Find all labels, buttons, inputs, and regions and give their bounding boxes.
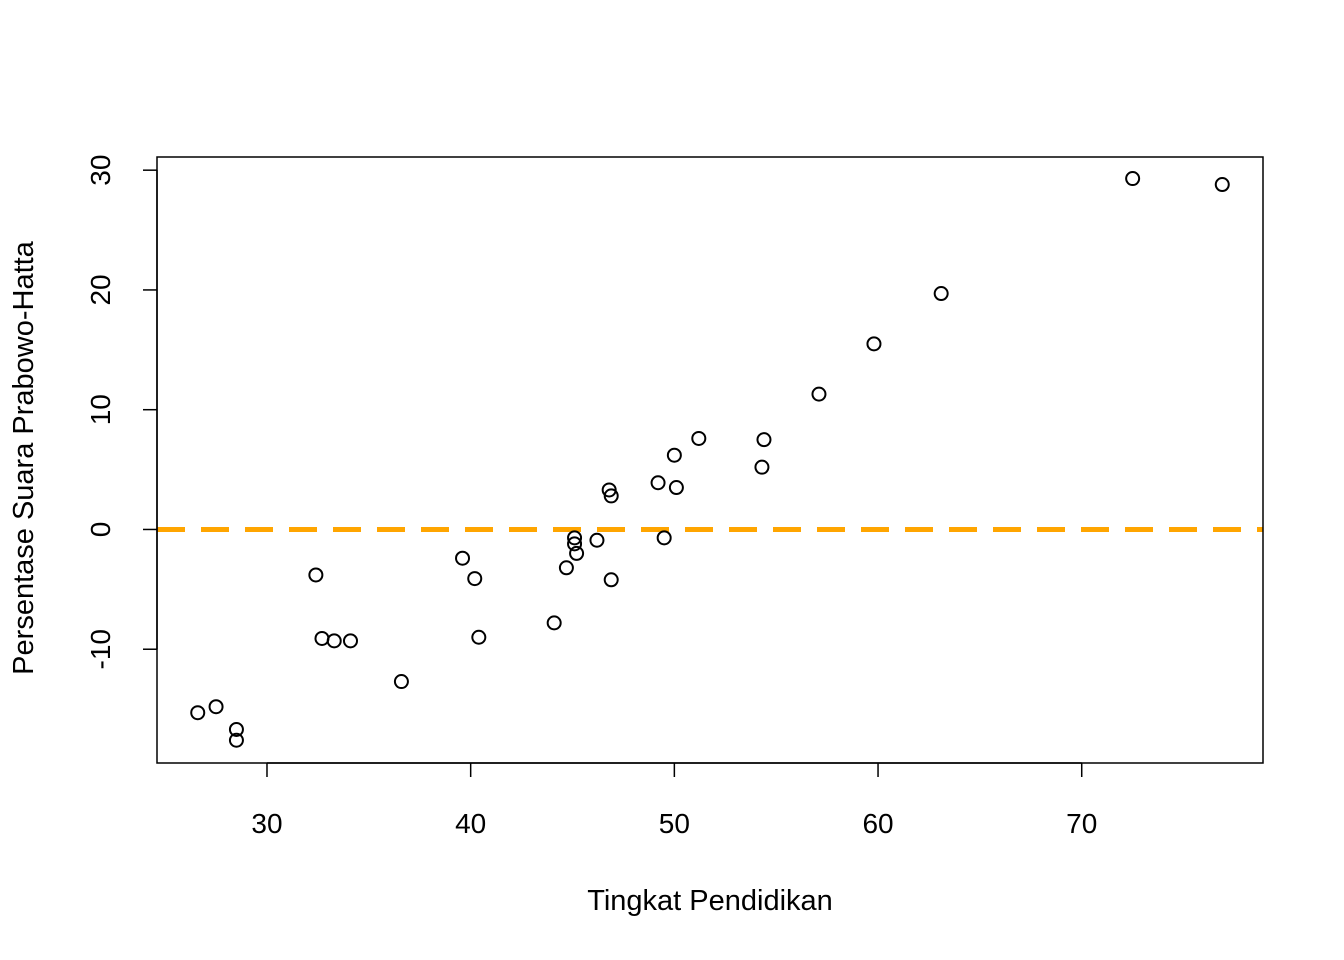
x-axis-title: Tingkat Pendidikan — [587, 885, 833, 917]
data-point — [455, 550, 471, 566]
y-tick-label: 30 — [85, 155, 116, 186]
data-point — [228, 732, 244, 748]
y-axis: -10 0 10 20 30 — [85, 155, 158, 669]
y-tick-label: 10 — [85, 394, 116, 425]
data-points — [190, 171, 1230, 748]
data-point — [467, 571, 483, 587]
data-point — [208, 699, 224, 715]
data-point — [603, 572, 619, 588]
data-point — [691, 430, 707, 446]
data-point — [471, 629, 487, 645]
x-tick-label: 30 — [251, 808, 282, 839]
data-point — [811, 386, 827, 402]
x-tick-label: 60 — [862, 808, 893, 839]
data-point — [190, 705, 206, 721]
data-point — [326, 633, 342, 649]
x-tick-label: 50 — [659, 808, 690, 839]
data-point — [603, 488, 619, 504]
data-point — [546, 615, 562, 631]
y-tick-label: -10 — [85, 629, 116, 669]
x-tick-label: 70 — [1066, 808, 1097, 839]
plot-border — [156, 156, 1264, 764]
y-axis-title: Persentase Suara Prabowo-Hatta — [8, 240, 40, 674]
data-point — [666, 447, 682, 463]
data-point — [558, 560, 574, 576]
data-point — [668, 480, 684, 496]
data-point — [393, 674, 409, 690]
x-tick-label: 40 — [455, 808, 486, 839]
data-point — [567, 530, 583, 546]
data-point — [308, 567, 324, 583]
data-point — [569, 545, 585, 561]
x-axis: 30 40 50 60 70 — [251, 762, 1097, 839]
data-point — [933, 286, 949, 302]
data-point — [756, 432, 772, 448]
data-point — [754, 459, 770, 475]
plot-area — [156, 156, 1264, 764]
data-point — [866, 336, 882, 352]
data-point — [1125, 171, 1141, 187]
y-tick-label: 20 — [85, 274, 116, 305]
y-tick-label: 0 — [85, 522, 116, 538]
data-point — [650, 475, 666, 491]
data-point — [342, 633, 358, 649]
data-point — [567, 536, 583, 552]
data-point — [589, 532, 605, 548]
data-point — [1214, 177, 1230, 193]
data-point — [314, 630, 330, 646]
data-point — [656, 530, 672, 546]
data-point — [228, 721, 244, 737]
